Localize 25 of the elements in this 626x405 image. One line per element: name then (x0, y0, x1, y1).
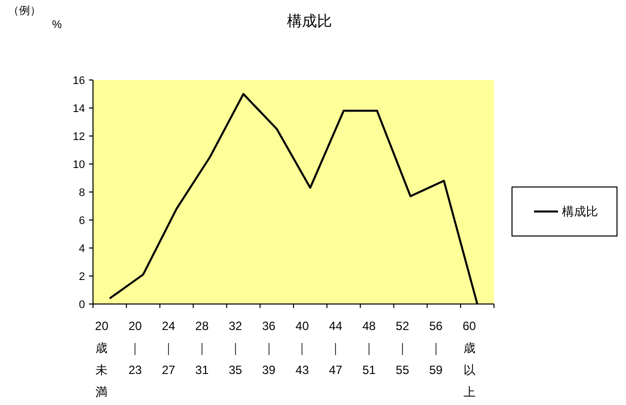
chart-title: 構成比 (287, 13, 332, 30)
x-tick-label: 44｜47 (328, 319, 343, 377)
x-tick-label: 40｜43 (296, 319, 310, 377)
y-tick-label: 2 (78, 271, 85, 283)
x-tick-label: 60歳以上 (462, 319, 476, 399)
x-tick-label: 48｜51 (362, 319, 376, 377)
y-tick-label: 16 (72, 75, 85, 87)
y-tick-label: 6 (78, 215, 85, 227)
x-tick-label: 52｜55 (396, 319, 410, 377)
x-tick-label: 56｜59 (429, 319, 443, 377)
x-tick-label: 36｜39 (262, 319, 276, 377)
y-tick-label: 14 (72, 103, 85, 115)
x-tick-label: 20歳未満 (95, 319, 109, 399)
y-tick-label: 4 (78, 243, 85, 255)
y-axis-title: % (52, 19, 62, 31)
y-tick-label: 0 (78, 299, 85, 311)
legend-label: 構成比 (562, 204, 598, 218)
y-tick-label: 8 (78, 187, 85, 199)
x-tick-label: 24｜27 (162, 319, 176, 377)
y-tick-label: 10 (72, 159, 85, 171)
x-tick-label: 20｜23 (128, 319, 142, 377)
text: （例） (8, 5, 41, 17)
y-tick-label: 12 (72, 131, 85, 143)
x-tick-label: 32｜35 (228, 319, 242, 377)
x-tick-label: 28｜31 (195, 319, 209, 377)
